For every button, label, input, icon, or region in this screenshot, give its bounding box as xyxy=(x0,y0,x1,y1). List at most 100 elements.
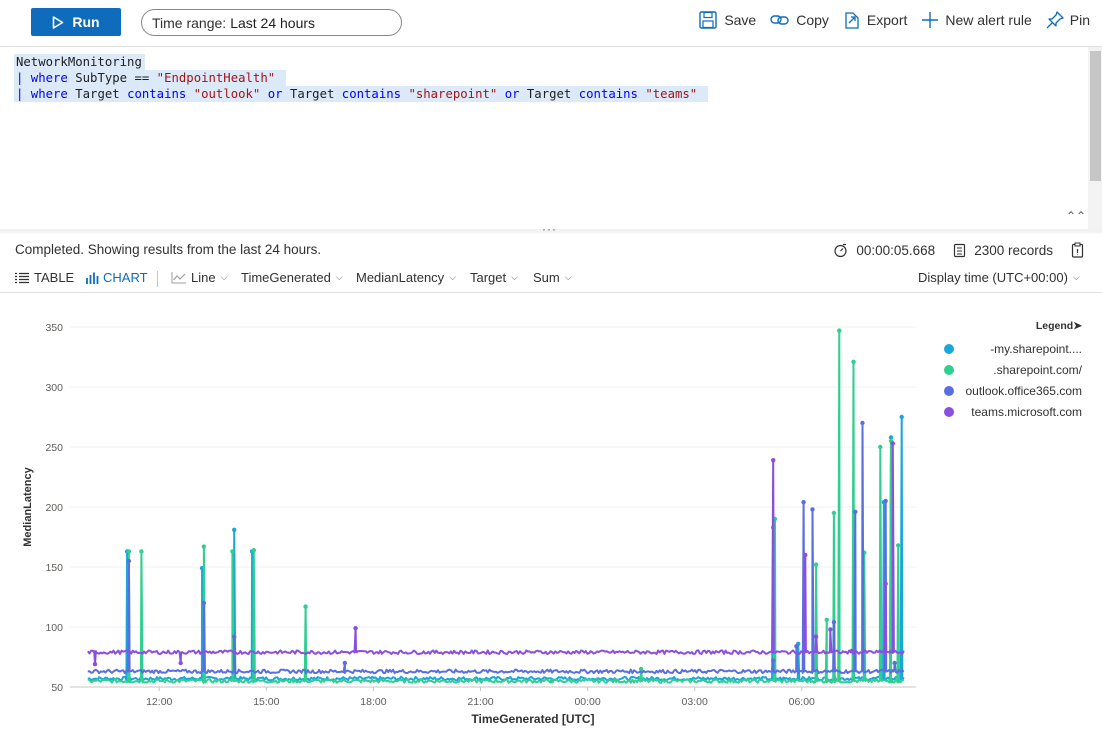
series-peak-point xyxy=(890,441,895,446)
visualization-options-bar: TABLE CHART Line ⌵ TimeGenerated ⌵ MedianL… xyxy=(0,268,1102,292)
series-line xyxy=(87,329,905,684)
legend-color-swatch xyxy=(944,406,954,417)
copy-label: Copy xyxy=(796,12,829,28)
legend-color-swatch xyxy=(944,343,954,354)
y-axis-title: MedianLatency xyxy=(22,466,34,546)
chart-tab[interactable]: CHART xyxy=(85,270,148,285)
run-label: Run xyxy=(72,14,100,30)
view-bar-divider xyxy=(0,292,1102,293)
chevron-down-icon: ⌵ xyxy=(449,272,456,282)
time-range-value: Last 24 hours xyxy=(230,14,316,31)
copy-results-button[interactable] xyxy=(1071,242,1084,258)
new-alert-rule-button[interactable]: New alert rule xyxy=(921,11,1032,29)
series-peak-point xyxy=(824,617,829,622)
series-peak-point xyxy=(353,626,358,631)
pin-button[interactable]: Pin xyxy=(1046,11,1090,29)
series-peak-point xyxy=(139,549,144,554)
bar-chart-icon xyxy=(86,272,99,284)
query-editor[interactable]: NetworkMonitoring | where SubType == "En… xyxy=(0,47,1102,229)
series-peak-point xyxy=(828,627,833,632)
clipboard-icon xyxy=(1071,242,1084,258)
series-peak-point xyxy=(895,543,901,548)
series-peak-point xyxy=(342,660,348,666)
y-tick-label: 300 xyxy=(45,382,63,394)
legend-item[interactable]: .sharepoint.com/ xyxy=(938,359,1086,380)
save-icon xyxy=(699,11,718,29)
series-peak-point xyxy=(772,516,778,522)
series-peak-point xyxy=(853,509,858,514)
legend-title[interactable]: Legend➤ xyxy=(1035,320,1082,332)
query-line-1: NetworkMonitoring xyxy=(14,54,145,70)
query-duration: 00:00:05.668 xyxy=(833,243,935,258)
display-time-dropdown[interactable]: Display time (UTC+00:00) ⌵ xyxy=(918,270,1080,285)
y-tick-label: 150 xyxy=(45,562,63,574)
series-peak-point xyxy=(126,549,132,554)
chart-legend: Legend➤ -my.sharepoint.... .sharepoint.co… xyxy=(938,320,1086,422)
splitter-handle-icon[interactable]: ··· xyxy=(542,222,557,236)
pane-splitter[interactable] xyxy=(0,229,1102,233)
series-peak-point xyxy=(892,660,897,666)
editor-scrollbar-thumb[interactable] xyxy=(1090,51,1101,181)
split-by-dropdown[interactable]: Target ⌵ xyxy=(470,270,518,285)
series-peak-point xyxy=(883,581,888,586)
y-tick-label: 200 xyxy=(45,502,63,514)
query-line-2: | where SubType == "EndpointHealth" xyxy=(14,70,286,86)
table-icon xyxy=(15,272,29,283)
x-tick-label: 15:00 xyxy=(253,696,279,708)
y-tick-label: 350 xyxy=(45,322,63,334)
export-label: Export xyxy=(866,12,908,28)
editor-scrollbar[interactable] xyxy=(1088,47,1102,229)
run-button[interactable]: Run xyxy=(31,8,121,36)
series-peak-point xyxy=(888,438,894,444)
series-line xyxy=(87,416,905,682)
copy-button[interactable]: Copy xyxy=(770,12,829,28)
collapse-editor-icon[interactable]: ⌃⌃ xyxy=(1066,209,1087,223)
records-icon xyxy=(954,243,966,257)
series-peak-point xyxy=(862,550,867,555)
legend-item[interactable]: teams.microsoft.com xyxy=(938,401,1086,422)
series-peak-point xyxy=(771,458,776,463)
table-tab[interactable]: TABLE xyxy=(14,270,74,285)
export-icon xyxy=(845,12,859,29)
series-peak-point xyxy=(801,500,806,505)
x-tick-label: 12:00 xyxy=(146,696,172,708)
line-chart-icon xyxy=(171,272,186,284)
save-button[interactable]: Save xyxy=(698,10,756,30)
series-peak-point xyxy=(232,634,237,639)
series-peak-point xyxy=(849,648,854,654)
x-tick-label: 06:00 xyxy=(789,696,815,708)
series-peak-point xyxy=(549,678,555,684)
chevron-down-icon: ⌵ xyxy=(564,272,572,282)
chevron-down-icon: ⌵ xyxy=(1072,272,1080,282)
series-peak-point xyxy=(888,435,894,440)
toolbar-separator xyxy=(157,271,158,287)
series-peak-point xyxy=(124,549,130,554)
series-peak-point xyxy=(794,644,799,649)
legend-color-swatch xyxy=(944,364,954,375)
legend-label: -my.sharepoint.... xyxy=(990,341,1082,356)
record-count: 2300 records xyxy=(953,243,1053,258)
series-peak-point xyxy=(771,525,776,530)
pin-icon xyxy=(1046,11,1064,29)
play-icon xyxy=(53,15,64,29)
time-range-picker[interactable]: Time range: Last 24 hours xyxy=(141,9,402,36)
timer-icon xyxy=(834,243,847,257)
series-peak-point xyxy=(251,548,257,553)
y-axis-dropdown[interactable]: MedianLatency ⌵ xyxy=(356,270,456,285)
legend-item[interactable]: -my.sharepoint.... xyxy=(938,338,1086,359)
legend-label: teams.microsoft.com xyxy=(971,404,1082,419)
series-peak-point xyxy=(810,507,815,512)
new-alert-rule-label: New alert rule xyxy=(945,12,1032,28)
x-axis-dropdown[interactable]: TimeGenerated ⌵ xyxy=(241,270,343,285)
series-peak-point xyxy=(881,500,887,505)
link-icon xyxy=(770,15,789,25)
series-peak-point xyxy=(230,549,235,554)
chart-type-dropdown[interactable]: Line ⌵ xyxy=(171,270,227,285)
plus-icon xyxy=(922,12,939,28)
series-peak-point xyxy=(813,562,819,567)
series-peak-point xyxy=(249,549,255,554)
legend-item[interactable]: outlook.office365.com xyxy=(938,380,1086,401)
aggregation-dropdown[interactable]: Sum ⌵ xyxy=(533,270,572,285)
series-peak-point xyxy=(92,662,98,667)
export-button[interactable]: Export xyxy=(843,10,907,30)
